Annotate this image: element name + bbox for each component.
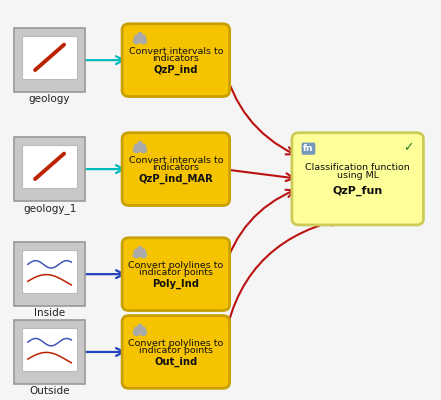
Circle shape (134, 252, 140, 258)
Text: Poly_Ind: Poly_Ind (153, 279, 199, 289)
Text: Outside: Outside (30, 386, 70, 396)
Circle shape (134, 330, 140, 336)
Circle shape (141, 250, 146, 253)
FancyBboxPatch shape (22, 250, 77, 294)
Text: Inside: Inside (34, 308, 65, 318)
FancyBboxPatch shape (292, 133, 423, 225)
Text: indicators: indicators (153, 54, 199, 64)
FancyBboxPatch shape (122, 316, 230, 388)
Circle shape (137, 35, 143, 41)
Text: indicator points: indicator points (139, 346, 213, 355)
FancyBboxPatch shape (22, 145, 77, 188)
Circle shape (138, 324, 142, 328)
Circle shape (141, 36, 146, 39)
FancyBboxPatch shape (14, 137, 85, 201)
Text: Convert intervals to: Convert intervals to (129, 47, 223, 56)
Circle shape (140, 252, 146, 258)
Text: Convert intervals to: Convert intervals to (129, 156, 223, 165)
Text: fn: fn (303, 144, 314, 153)
Circle shape (135, 327, 139, 331)
Circle shape (135, 36, 139, 39)
Text: ✓: ✓ (404, 141, 414, 154)
Text: Convert polylines to: Convert polylines to (128, 261, 224, 270)
Text: geology_1: geology_1 (23, 203, 76, 214)
Text: QzP_ind_MAR: QzP_ind_MAR (138, 174, 213, 184)
Text: Convert polylines to: Convert polylines to (128, 339, 224, 348)
FancyBboxPatch shape (22, 36, 77, 80)
Circle shape (137, 327, 143, 333)
FancyBboxPatch shape (122, 238, 230, 310)
Circle shape (140, 330, 146, 336)
Circle shape (137, 144, 143, 150)
Circle shape (141, 327, 146, 331)
FancyBboxPatch shape (14, 28, 85, 92)
FancyBboxPatch shape (14, 242, 85, 306)
Text: QzP_fun: QzP_fun (333, 185, 383, 196)
Circle shape (141, 144, 146, 148)
Text: Classification function: Classification function (305, 163, 410, 172)
FancyBboxPatch shape (122, 24, 230, 96)
FancyBboxPatch shape (122, 133, 230, 206)
FancyBboxPatch shape (14, 320, 85, 384)
Circle shape (138, 33, 142, 36)
Text: using ML: using ML (336, 171, 379, 180)
Circle shape (134, 147, 140, 153)
Text: Out_ind: Out_ind (154, 356, 198, 367)
Circle shape (135, 250, 139, 253)
Text: indicators: indicators (153, 164, 199, 172)
Circle shape (138, 247, 142, 250)
FancyBboxPatch shape (22, 328, 77, 371)
Circle shape (140, 147, 146, 153)
Circle shape (134, 38, 140, 44)
Circle shape (138, 142, 142, 146)
Text: indicator points: indicator points (139, 268, 213, 278)
Text: QzP_ind: QzP_ind (153, 65, 198, 75)
Text: geology: geology (29, 94, 70, 104)
Circle shape (140, 38, 146, 44)
Circle shape (135, 144, 139, 148)
Circle shape (137, 249, 143, 255)
